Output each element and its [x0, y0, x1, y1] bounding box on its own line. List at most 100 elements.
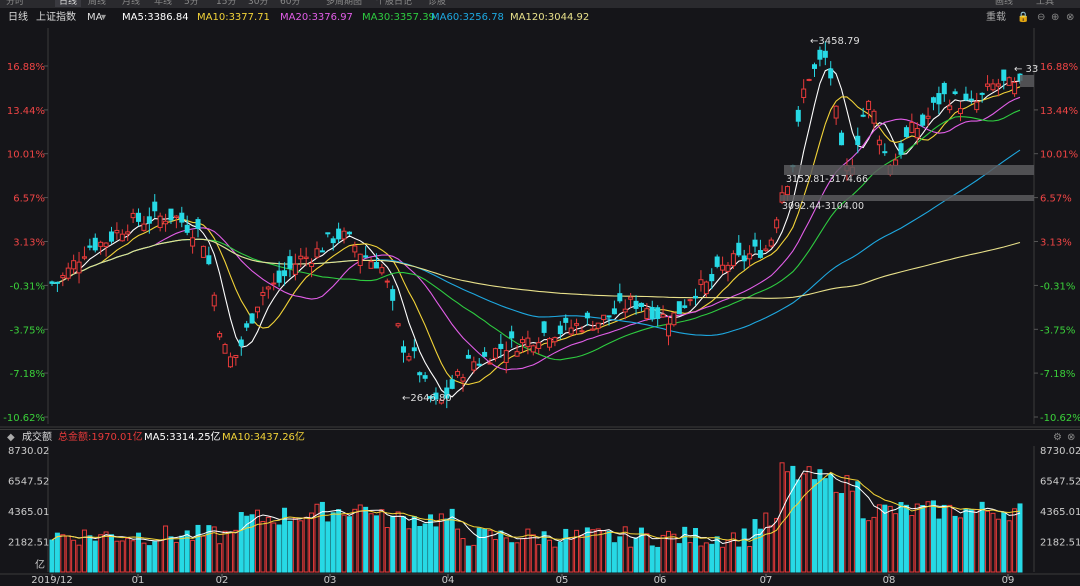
candle-body: [876, 139, 882, 146]
candle-body: [671, 312, 677, 326]
candle-body: [525, 337, 531, 348]
volume-bar: [606, 530, 612, 573]
candle-body: [417, 372, 423, 376]
close-panel-icon[interactable]: ⊗: [1067, 432, 1076, 443]
volume-bar: [498, 530, 504, 573]
volume-bar: [130, 540, 136, 573]
candle-body: [985, 83, 991, 87]
y-label-right: -0.31%: [1040, 281, 1075, 292]
y-label-right: 10.01%: [1040, 150, 1078, 161]
y-label-right: 3.13%: [1040, 238, 1072, 249]
vol-label-left: 2182.51: [8, 537, 49, 548]
candle-body: [866, 100, 872, 110]
volume-bar: [676, 543, 682, 573]
volume-bar: [465, 545, 471, 573]
volume-bar: [655, 546, 661, 573]
volume-bar: [849, 490, 855, 573]
volume-bar: [136, 532, 142, 573]
y-label-left: 13.44%: [7, 106, 45, 117]
candle-body: [963, 93, 969, 101]
volume-bar: [65, 535, 71, 573]
candle-body: [822, 50, 828, 58]
candle-body: [254, 306, 260, 313]
close-icon[interactable]: ⊗: [1066, 12, 1075, 23]
ma-selector[interactable]: MA: [87, 12, 103, 23]
tab-7[interactable]: 30分: [248, 0, 269, 7]
candle-body: [747, 253, 753, 260]
tab-0[interactable]: 分时: [6, 0, 25, 7]
chevron-down-icon[interactable]: ▾: [101, 12, 107, 23]
collapse-icon[interactable]: ◆: [7, 432, 15, 443]
index-name[interactable]: 上证指数: [36, 12, 76, 23]
candle-body: [384, 280, 390, 283]
candle-body: [806, 78, 812, 81]
volume-bar: [801, 473, 807, 573]
volume-bar: [633, 537, 639, 573]
ma10-line: [51, 86, 1021, 385]
tab-3[interactable]: 月线: [122, 0, 141, 7]
volume-title[interactable]: 成交额: [22, 432, 52, 443]
volume-bar: [563, 528, 569, 573]
lock-icon[interactable]: 🔒: [1017, 12, 1030, 23]
volume-bar: [141, 542, 147, 573]
settings-icon[interactable]: ⚙: [1053, 432, 1062, 443]
volume-bar: [519, 538, 525, 573]
volume-bar: [768, 525, 774, 573]
candle-body: [222, 344, 228, 354]
y-label-left: 3.13%: [13, 238, 45, 249]
x-label: 2019/12: [31, 575, 73, 586]
volume-bar: [828, 473, 834, 573]
low-annotation: ←2646.80: [402, 393, 452, 404]
tab-9[interactable]: 多周期图: [326, 0, 363, 7]
y-label-right: -3.75%: [1040, 325, 1075, 336]
candle-body: [930, 97, 936, 103]
candle-body: [995, 83, 1001, 87]
candle-body: [157, 215, 163, 229]
tab-6[interactable]: 15分: [216, 0, 237, 7]
candle-body: [422, 375, 428, 379]
volume-bar: [438, 513, 444, 573]
tab-5[interactable]: 5分: [184, 0, 199, 7]
volume-bar: [217, 543, 223, 573]
candle-body: [887, 164, 893, 175]
candle-body: [536, 342, 542, 349]
tab-2[interactable]: 周线: [88, 0, 107, 7]
y-label-left: 10.01%: [7, 150, 45, 161]
candle-body: [244, 323, 250, 328]
reload-button[interactable]: 重载: [986, 12, 1006, 23]
volume-bar: [114, 540, 120, 573]
volume-bar: [373, 515, 379, 573]
plus-icon[interactable]: ⊕: [1051, 12, 1060, 23]
volume-bar: [995, 518, 1001, 573]
tab-10[interactable]: 个股日记: [376, 0, 413, 7]
volume-bar: [125, 537, 131, 573]
volume-bar: [741, 528, 747, 573]
tab-11[interactable]: 诊股: [428, 0, 447, 7]
candle-body: [406, 355, 412, 361]
candle-body: [238, 339, 244, 347]
volume-bar: [254, 509, 260, 573]
minus-icon[interactable]: ⊖: [1037, 12, 1046, 23]
ma60-line: [51, 149, 1021, 336]
volume-bar: [422, 523, 428, 573]
candle-body: [136, 212, 142, 222]
draw-line-button[interactable]: 画线: [995, 0, 1014, 7]
volume-bar: [985, 510, 991, 573]
candle-body: [319, 250, 325, 253]
tab-1[interactable]: 日线: [55, 0, 82, 7]
x-label: 05: [556, 575, 569, 586]
candle-body: [757, 250, 763, 258]
tab-8[interactable]: 60分: [280, 0, 301, 7]
candle-body: [325, 232, 331, 235]
candle-body: [547, 338, 553, 348]
volume-bar: [433, 526, 439, 573]
volume-bar: [784, 471, 790, 573]
candle-body: [200, 245, 206, 258]
volume-bar: [660, 534, 666, 573]
x-label: 01: [132, 575, 145, 586]
candle-body: [514, 351, 520, 357]
tab-4[interactable]: 年线: [154, 0, 173, 7]
candle-body: [644, 308, 650, 319]
tools-button[interactable]: 工具: [1036, 0, 1055, 7]
